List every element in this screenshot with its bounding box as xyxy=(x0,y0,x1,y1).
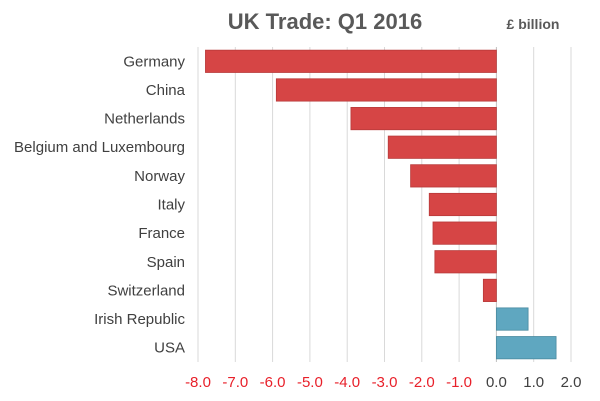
category-label: China xyxy=(146,82,186,99)
bar xyxy=(495,336,557,360)
x-tick-label: -5.0 xyxy=(297,374,323,391)
chart-title: UK Trade: Q1 2016 xyxy=(228,9,422,34)
category-label: Belgium and Luxembourg xyxy=(14,139,185,156)
category-label: Italy xyxy=(157,197,185,214)
category-label: Switzerland xyxy=(107,282,185,299)
category-label: Irish Republic xyxy=(94,311,185,328)
category-label: France xyxy=(138,225,185,242)
bar xyxy=(387,135,497,159)
category-label: Netherlands xyxy=(104,111,185,128)
x-tick-label: -4.0 xyxy=(334,374,360,391)
bar xyxy=(205,49,497,73)
bar xyxy=(428,192,497,217)
bar xyxy=(275,78,497,102)
bar xyxy=(434,250,497,274)
bar xyxy=(495,307,529,331)
bar xyxy=(482,278,497,302)
bar xyxy=(410,164,497,188)
category-label: Spain xyxy=(147,254,185,271)
bars xyxy=(205,49,557,360)
bar xyxy=(350,107,497,131)
x-tick-label: -6.0 xyxy=(260,374,286,391)
x-tick-label: -1.0 xyxy=(446,374,472,391)
unit-label: £ billion xyxy=(507,16,560,32)
x-tick-label: 0.0 xyxy=(486,374,507,391)
x-tick-labels: -8.0 -7.0 -6.0 -5.0 -4.0 -3.0 -2.0 -1.0 0.0 1.0 2.… xyxy=(185,374,581,391)
category-labels: Germany China Netherlands Belgium and Luxem… xyxy=(14,53,186,356)
category-label: USA xyxy=(154,340,185,357)
category-label: Norway xyxy=(134,168,185,185)
x-tick-label: -2.0 xyxy=(409,374,435,391)
bar xyxy=(432,221,497,245)
x-tick-label: 2.0 xyxy=(561,374,582,391)
x-tick-label: -7.0 xyxy=(222,374,248,391)
category-label: Germany xyxy=(123,53,185,70)
x-tick-label: 1.0 xyxy=(523,374,544,391)
x-tick-label: -3.0 xyxy=(372,374,398,391)
x-tick-label: -8.0 xyxy=(185,374,211,391)
